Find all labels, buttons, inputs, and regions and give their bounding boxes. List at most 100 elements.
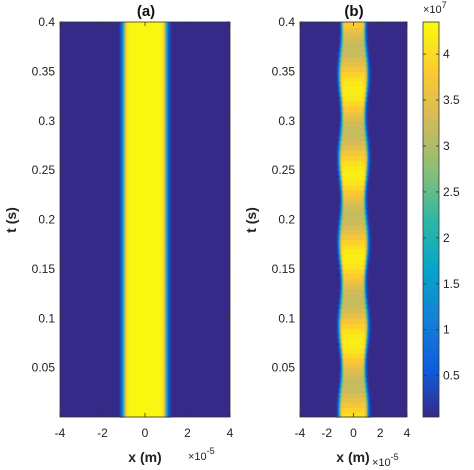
heatmap-cell [143,76,146,82]
heatmap-cell [145,234,147,240]
heatmap-cell [353,244,355,250]
heatmap-cell [360,392,362,398]
heatmap-cell [158,229,161,235]
heatmap-cell [161,273,164,280]
heatmap-cell [361,412,363,418]
heatmap-cell [136,377,139,384]
heatmap-cell [142,140,145,147]
heatmap-cell [134,175,137,181]
heatmap-cell [140,66,143,72]
heatmap-cell [157,140,160,147]
heatmap-cell [149,150,152,156]
heatmap-cell [150,135,153,142]
heatmap-cell [347,328,349,334]
heatmap-cell [362,392,364,398]
heatmap-cell [153,224,156,230]
heatmap-cell [350,160,352,166]
heatmap-cell [136,293,139,300]
heatmap-cell [125,273,128,280]
heatmap-cell [354,308,356,314]
heatmap-cell [362,209,364,216]
heatmap-cell [165,338,168,344]
heatmap-cell [354,184,356,191]
heatmap-cell [121,56,124,63]
heatmap-cell [135,402,138,408]
heatmap-cell [138,303,141,309]
heatmap-cell [337,244,339,250]
heatmap-cell [134,298,137,305]
heatmap-cell [360,165,362,171]
heatmap-cell [121,303,124,309]
heatmap-cell [367,318,369,324]
heatmap-cell [130,254,132,260]
heatmap-cell [142,303,145,309]
heatmap-cell [154,115,157,122]
heatmap-cell [131,120,134,127]
heatmap-cell [340,362,343,369]
heatmap-cell [150,318,153,324]
heatmap-cell [344,328,347,334]
heatmap-cell [168,254,171,260]
heatmap-cell [162,140,165,147]
heatmap-cell [143,303,146,309]
heatmap-cell [366,214,368,221]
heatmap-cell [339,268,342,275]
heatmap-cell [164,402,166,408]
heatmap-cell [360,347,362,354]
heatmap-cell [359,342,361,349]
heatmap-cell [344,278,346,285]
heatmap-cell [350,214,352,221]
heatmap-cell [337,234,339,240]
heatmap-cell [359,160,361,166]
heatmap-cell [350,273,353,280]
heatmap-cell [121,145,124,151]
heatmap-cell [359,303,361,309]
heatmap-cell [348,367,350,374]
heatmap-cell [361,249,363,255]
heatmap-cell [128,308,131,314]
heatmap-cell [125,397,128,403]
heatmap-cell [135,367,138,374]
heatmap-cell [352,362,355,369]
heatmap-cell [350,328,352,334]
heatmap-cell [158,189,161,196]
heatmap-cell [127,392,130,398]
heatmap-cell [119,71,122,77]
heatmap-cell [368,338,370,344]
heatmap-cell [150,41,153,48]
heatmap-cell [146,175,149,181]
heatmap-cell [338,402,341,408]
heatmap-cell [140,263,143,270]
heatmap-cell [359,249,361,255]
heatmap-cell [165,214,168,221]
heatmap-cell [357,180,360,186]
heatmap-cell [159,278,162,285]
heatmap-cell [356,165,358,171]
heatmap-cell [146,91,149,97]
heatmap-cell [130,76,132,82]
heatmap-cell [135,219,138,226]
heatmap-cell [356,288,358,295]
heatmap-cell [161,224,164,230]
heatmap-cell [147,26,150,33]
heatmap-cell [155,125,158,132]
heatmap-cell [340,219,343,226]
heatmap-cell [135,71,138,77]
heatmap-cell [347,412,349,418]
heatmap-cell [359,392,361,398]
heatmap-cell [155,263,158,270]
heatmap-cell [339,407,342,413]
heatmap-cell [360,209,362,216]
heatmap-cell [336,160,338,166]
heatmap-cell [120,323,123,329]
heatmap-cell [124,293,127,300]
heatmap-cell [140,130,143,137]
heatmap-cell [164,101,166,107]
heatmap-cell [150,219,153,226]
heatmap-cell [123,46,126,53]
heatmap-cell [351,199,354,206]
heatmap-cell [165,91,168,97]
heatmap-cell [352,214,355,221]
heatmap-cell [142,234,145,240]
heatmap-cell [130,184,132,191]
